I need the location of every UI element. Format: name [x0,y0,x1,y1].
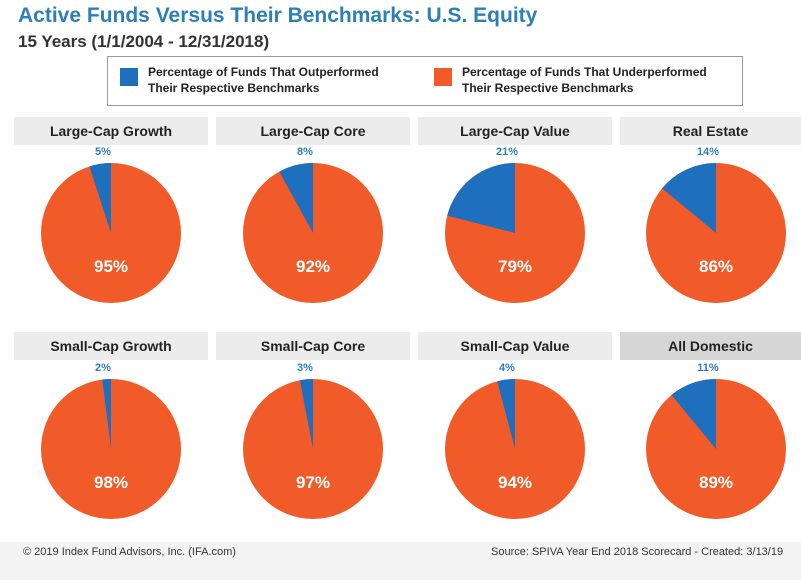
data-label-outperformed-small-cap-growth: 2% [95,362,111,374]
footer-source: Source: SPIVA Year End 2018 Scorecard - … [491,546,784,558]
data-label-underperformed-large-cap-growth: 95% [94,257,128,276]
pie-slice-outperformed-all-domestic [671,379,716,449]
data-label-underperformed-real-estate: 86% [699,257,733,276]
footer: © 2019 Index Fund Advisors, Inc. (IFA.co… [0,542,801,580]
panel-header-large-cap-value: Large-Cap Value [418,117,612,145]
data-label-outperformed-all-domestic: 11% [697,362,719,374]
data-label-outperformed-large-cap-growth: 5% [95,146,111,158]
data-label-underperformed-large-cap-core: 92% [296,257,330,276]
chart-subtitle: 15 Years (1/1/2004 - 12/31/2018) [18,32,270,51]
data-label-underperformed-all-domestic: 89% [699,473,733,492]
pie-slice-outperformed-large-cap-value [447,163,515,233]
panel-header-large-cap-core: Large-Cap Core [216,117,410,145]
legend-outperformed-line1: Percentage of Funds That Outperformed [148,65,379,79]
legend-label-outperformed: Percentage of Funds That Outperformed Th… [148,64,408,96]
legend-swatch-underperformed [434,68,452,86]
chart-title: Active Funds Versus Their Benchmarks: U.… [18,4,538,27]
pie-slice-outperformed-small-cap-core [299,379,313,449]
legend: Percentage of Funds That Outperformed Th… [107,56,743,106]
data-label-outperformed-large-cap-core: 8% [297,146,313,158]
legend-underperformed-line2: Their Respective Benchmarks [462,81,634,95]
pie-slice-outperformed-small-cap-growth [102,378,111,449]
data-label-outperformed-small-cap-core: 3% [297,362,313,374]
data-label-outperformed-real-estate: 14% [697,146,719,158]
pie-charts: 5% 95% 8% 92% 21% 79% 14% 86% 2% 98% 3% 97% 4% 94% 11%… [41,146,786,519]
panel-header-real-estate: Real Estate [620,117,801,145]
legend-outperformed-line2: Their Respective Benchmarks [148,81,320,95]
data-label-outperformed-small-cap-value: 4% [499,362,515,374]
panel-header-small-cap-growth: Small-Cap Growth [14,332,208,360]
data-label-underperformed-small-cap-value: 94% [498,473,532,492]
legend-swatch-outperformed [120,68,138,86]
data-label-underperformed-small-cap-growth: 98% [94,473,128,492]
legend-underperformed-line1: Percentage of Funds That Underperformed [462,65,707,79]
data-label-outperformed-large-cap-value: 21% [496,146,518,158]
panel-header-large-cap-growth: Large-Cap Growth [14,117,208,145]
footer-copyright: © 2019 Index Fund Advisors, Inc. (IFA.co… [23,546,236,558]
pie-slice-outperformed-large-cap-core [279,163,313,233]
pie-slice-outperformed-large-cap-growth [89,163,111,233]
pie-slice-outperformed-small-cap-value [497,378,515,449]
data-label-underperformed-small-cap-core: 97% [296,473,330,492]
legend-label-underperformed: Percentage of Funds That Underperformed … [462,64,722,96]
data-label-underperformed-large-cap-value: 79% [498,257,532,276]
panel-header-small-cap-value: Small-Cap Value [418,332,612,360]
panel-header-all-domestic: All Domestic [620,332,801,360]
panel-header-small-cap-core: Small-Cap Core [216,332,410,360]
pie-slice-outperformed-real-estate [662,163,716,233]
